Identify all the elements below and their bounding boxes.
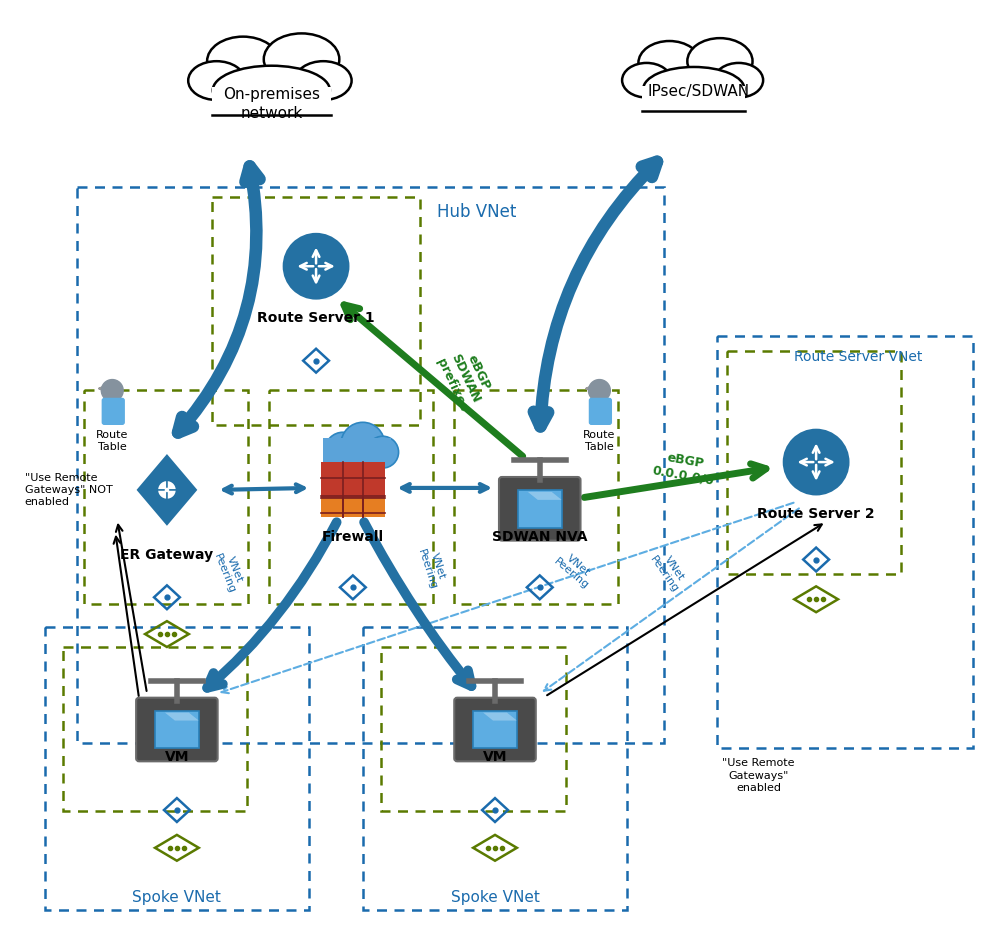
Text: SDWAN NVA: SDWAN NVA [492, 530, 587, 544]
Bar [155, 710, 199, 748]
Text: Firewall: Firewall [322, 530, 384, 544]
FancyBboxPatch shape [102, 398, 124, 424]
Polygon shape [528, 492, 562, 500]
Bar [381, 647, 566, 811]
Circle shape [588, 379, 610, 401]
Ellipse shape [643, 67, 745, 110]
Text: eBGP
0.0.0.0/0: eBGP 0.0.0.0/0 [651, 449, 717, 487]
Ellipse shape [622, 63, 671, 98]
Text: Spoke VNet: Spoke VNet [450, 890, 540, 905]
Bar [321, 462, 385, 516]
Text: On-premises
network: On-premises network [223, 87, 320, 121]
Text: IPsec/SDWAN: IPsec/SDWAN [648, 85, 749, 99]
Bar [45, 627, 309, 910]
Polygon shape [135, 452, 199, 528]
Text: Route Server 1: Route Server 1 [257, 311, 375, 325]
Text: "Use Remote
Gateways" NOT
enabled: "Use Remote Gateways" NOT enabled [25, 473, 112, 507]
Text: eBGP
SDWAN
prefixes: eBGP SDWAN prefixes [433, 343, 497, 414]
Bar [63, 647, 248, 811]
Circle shape [157, 480, 177, 500]
Text: VNet
Peering: VNet Peering [415, 544, 449, 591]
Bar [78, 186, 664, 744]
FancyBboxPatch shape [454, 698, 536, 762]
Text: Route
Table: Route Table [583, 430, 615, 452]
Text: Spoke VNet: Spoke VNet [132, 890, 222, 905]
Text: VNet
Peering: VNet Peering [212, 548, 248, 595]
Ellipse shape [638, 41, 701, 85]
Text: "Use Remote
Gateways"
enabled: "Use Remote Gateways" enabled [723, 758, 795, 793]
Ellipse shape [687, 38, 752, 85]
Text: Route Server 2: Route Server 2 [757, 507, 875, 521]
Text: Route
Table: Route Table [96, 430, 128, 452]
Bar [323, 438, 391, 462]
Circle shape [281, 231, 351, 301]
Ellipse shape [649, 49, 739, 107]
Bar [642, 86, 746, 112]
Polygon shape [483, 712, 517, 721]
Text: VM: VM [165, 750, 189, 765]
Text: Route Server VNet: Route Server VNet [793, 350, 922, 363]
Ellipse shape [715, 63, 763, 98]
Circle shape [781, 427, 851, 496]
Ellipse shape [295, 61, 352, 100]
Ellipse shape [263, 33, 339, 85]
Text: VM: VM [483, 750, 507, 765]
Bar [269, 391, 433, 604]
Text: ER Gateway: ER Gateway [120, 548, 214, 562]
Bar [212, 197, 420, 425]
Ellipse shape [220, 45, 323, 109]
Bar [321, 498, 385, 516]
Bar [84, 391, 248, 604]
Ellipse shape [188, 61, 245, 100]
Polygon shape [165, 712, 199, 721]
Circle shape [325, 433, 361, 468]
Circle shape [101, 379, 123, 401]
Bar [518, 490, 562, 528]
FancyBboxPatch shape [589, 398, 611, 424]
Bar [717, 336, 973, 748]
Bar [473, 710, 517, 748]
Text: VNet
Peering: VNet Peering [648, 548, 690, 595]
Ellipse shape [213, 66, 330, 115]
Text: VNet
Peering: VNet Peering [552, 548, 597, 592]
FancyBboxPatch shape [136, 698, 218, 762]
Bar [727, 351, 901, 574]
Ellipse shape [207, 37, 279, 86]
Circle shape [367, 437, 399, 468]
Text: Hub VNet: Hub VNet [436, 203, 516, 221]
Bar [454, 391, 618, 604]
Circle shape [341, 422, 385, 466]
Bar [212, 87, 331, 116]
Bar [363, 627, 627, 910]
FancyBboxPatch shape [499, 477, 580, 540]
